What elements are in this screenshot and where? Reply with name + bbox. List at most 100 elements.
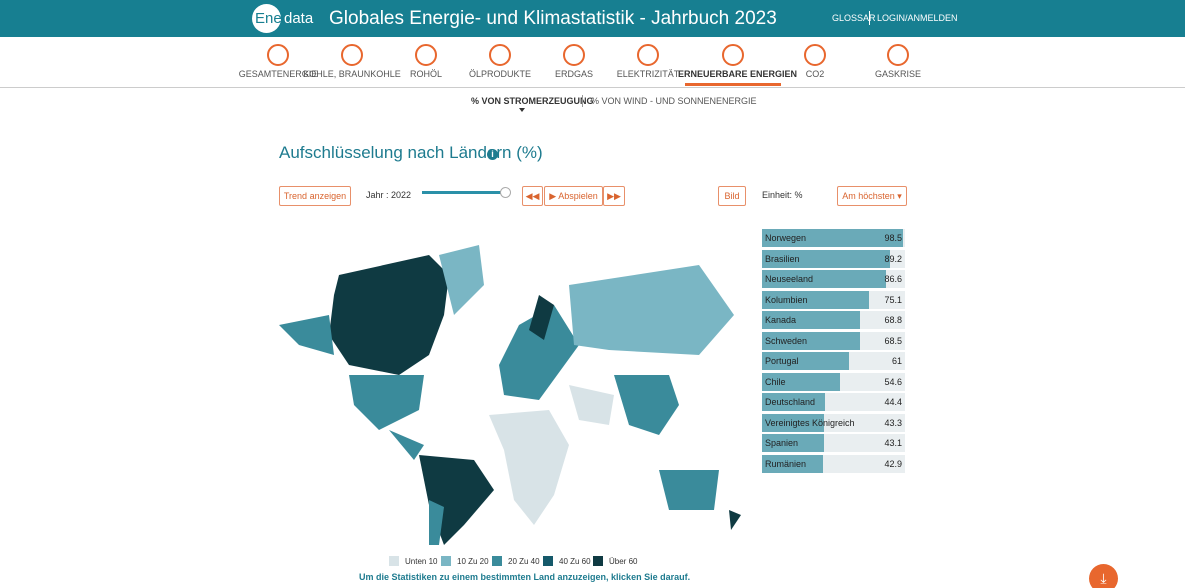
ranking-bar [762, 454, 824, 473]
nav-item[interactable]: CO2 [805, 69, 825, 79]
country[interactable] [349, 375, 424, 430]
subnav-item[interactable]: % VON WIND - UND SONNENENERGIE [591, 96, 757, 106]
country[interactable] [569, 265, 734, 355]
country-name: Schweden [765, 335, 808, 346]
ranking-bar [762, 331, 860, 350]
country[interactable] [439, 245, 484, 315]
logo[interactable]: data [284, 10, 314, 27]
nav-icon [563, 44, 585, 66]
country-value: 43.3 [884, 417, 902, 428]
nav-icon [637, 44, 659, 66]
sort-dropdown[interactable]: Am höchsten ▾ [837, 186, 907, 206]
nav-item[interactable]: KOHLE, BRAUNKOHLE [303, 69, 401, 79]
legend-swatch [593, 556, 603, 566]
nav-icon [722, 44, 744, 66]
nav-icon [415, 44, 437, 66]
slider[interactable] [422, 191, 506, 194]
country-value: 75.1 [884, 294, 902, 305]
nav-item[interactable]: ERDGAS [554, 69, 593, 79]
button[interactable]: ◀◀ [522, 186, 543, 206]
footnote: Um die Statistiken zu einem bestimmten L… [359, 572, 691, 582]
ranking-bar [762, 434, 824, 452]
country[interactable] [499, 305, 579, 400]
button[interactable]: Bild [718, 186, 746, 206]
link[interactable]: LOGIN/ANMELDEN [877, 13, 958, 23]
legend-label: 20 Zu 40 [508, 557, 540, 566]
country[interactable] [569, 385, 614, 425]
ranking-bar [762, 270, 886, 288]
country-value: 86.6 [884, 274, 902, 284]
legend-label: Unten 10 [405, 557, 438, 566]
country-name: Vereinigtes Königreich [765, 417, 855, 428]
country-value: 98.5 [884, 233, 902, 243]
nav-border [0, 87, 1185, 88]
link[interactable]: GLOSSAR [832, 13, 876, 23]
world-map[interactable] [279, 245, 749, 550]
country[interactable] [389, 430, 424, 460]
country[interactable] [729, 510, 741, 530]
ranking-bar [762, 393, 826, 411]
info-icon[interactable]: i [487, 149, 498, 160]
nav-icon [267, 44, 289, 66]
country-value: 43.1 [884, 438, 902, 448]
country-name: Kolumbien [765, 294, 808, 305]
ranking-bar [762, 352, 850, 370]
country-name: Deutschland [765, 397, 816, 407]
country-value: 89.2 [884, 253, 902, 264]
country-name: Kanada [765, 315, 797, 325]
country-value: 44.4 [884, 397, 902, 407]
nav-item[interactable]: ROHÖL [409, 69, 442, 79]
nav-item[interactable]: GESAMTENERGIE [238, 69, 318, 79]
nav-item[interactable]: ÖLPRODUKTE [468, 69, 531, 79]
button[interactable]: Trend anzeigen [279, 186, 351, 206]
country-name: Neuseeland [765, 274, 814, 284]
country-name: Chile [765, 376, 786, 387]
country[interactable] [279, 315, 334, 355]
logo[interactable]: Ener [255, 10, 287, 27]
button[interactable]: ▶ Abspielen [544, 186, 603, 206]
legend-swatch [389, 556, 399, 566]
country-name: Brasilien [765, 253, 800, 264]
site-title: Globales Energie- und Klimastatistik - J… [329, 8, 777, 29]
legend-label: 40 Zu 60 [559, 557, 591, 566]
nav-item[interactable]: ELEKTRIZITÄT [616, 69, 680, 79]
section-title: Aufschlüsselung nach Ländern (%) [279, 143, 543, 162]
country-value: 68.8 [884, 315, 902, 325]
country-value: 42.9 [884, 458, 902, 469]
nav-icon [341, 44, 363, 66]
country-name: Norwegen [765, 233, 807, 243]
country-name: Rumänien [765, 458, 807, 469]
ranking-bar [762, 229, 903, 247]
country[interactable] [489, 410, 569, 525]
subnav-item[interactable]: % VON STROMERZEUGUNG [471, 96, 594, 106]
slider-handle[interactable] [500, 187, 511, 198]
ranking-bar [762, 372, 841, 391]
nav-icon [489, 44, 511, 66]
country[interactable] [614, 375, 679, 435]
legend-swatch [543, 556, 553, 566]
country-value: 68.5 [884, 335, 902, 346]
button[interactable]: ▶▶ [603, 186, 625, 206]
country[interactable] [429, 500, 444, 545]
legend-label: 10 Zu 20 [457, 557, 489, 566]
nav-item[interactable]: GASKRISE [874, 69, 921, 79]
logo-circle [252, 4, 281, 33]
divider [582, 95, 583, 107]
legend-label: Über 60 [609, 557, 638, 566]
nav-icon [887, 44, 909, 66]
ranking-bar [762, 413, 824, 432]
download-button[interactable]: ⤓ [1089, 564, 1118, 588]
country[interactable] [659, 470, 719, 510]
legend-swatch [441, 556, 451, 566]
nav-item[interactable]: ERNEUERBARE ENERGIEN [678, 69, 798, 79]
unit: Einheit: % [762, 190, 803, 200]
country-value: 54.6 [884, 376, 902, 387]
header [0, 0, 1185, 37]
sort-label: Am höchsten [842, 191, 895, 201]
divider [869, 11, 870, 25]
ranking-bar [762, 290, 870, 309]
country[interactable] [529, 295, 554, 340]
ranking-bar [762, 249, 890, 268]
country[interactable] [329, 255, 449, 375]
